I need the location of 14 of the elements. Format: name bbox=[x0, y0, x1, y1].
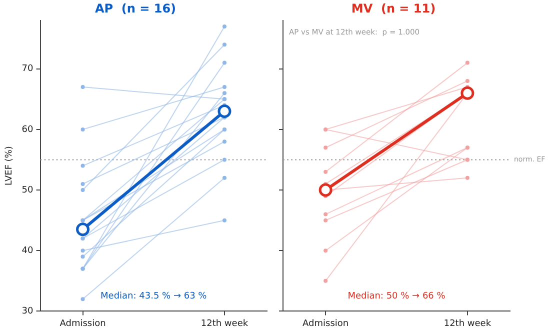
chart-title: MV (n = 11) bbox=[351, 1, 436, 16]
x-tick-label: 12th week bbox=[200, 318, 249, 329]
x-tick-label: Admission bbox=[302, 318, 349, 329]
y-tick-label: 30 bbox=[22, 306, 34, 317]
y-tick-label: 40 bbox=[22, 246, 34, 256]
y-tick-label: 60 bbox=[22, 124, 34, 135]
chart-title: AP (n = 16) bbox=[94, 1, 176, 16]
annotation: Median: 50 % → 66 % bbox=[348, 292, 446, 302]
y-tick-label: 50 bbox=[22, 185, 34, 196]
y-tick-label: 70 bbox=[22, 64, 34, 74]
x-tick-label: Admission bbox=[60, 318, 106, 329]
annotation: Median: 43.5 % → 63 % bbox=[100, 292, 208, 302]
x-tick-label: 12th week bbox=[444, 318, 492, 329]
y-axis-title: LVEF (%) bbox=[4, 146, 15, 186]
